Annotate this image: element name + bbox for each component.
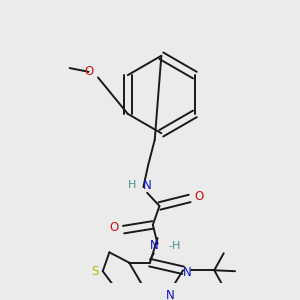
Text: O: O xyxy=(194,190,204,203)
Text: S: S xyxy=(92,265,99,278)
Text: N: N xyxy=(182,266,191,279)
Text: N: N xyxy=(166,289,174,300)
Text: O: O xyxy=(110,221,119,234)
Text: N: N xyxy=(149,239,158,252)
Text: -H: -H xyxy=(168,241,181,251)
Text: N: N xyxy=(143,179,152,192)
Text: O: O xyxy=(84,65,93,78)
Text: H: H xyxy=(128,180,136,190)
